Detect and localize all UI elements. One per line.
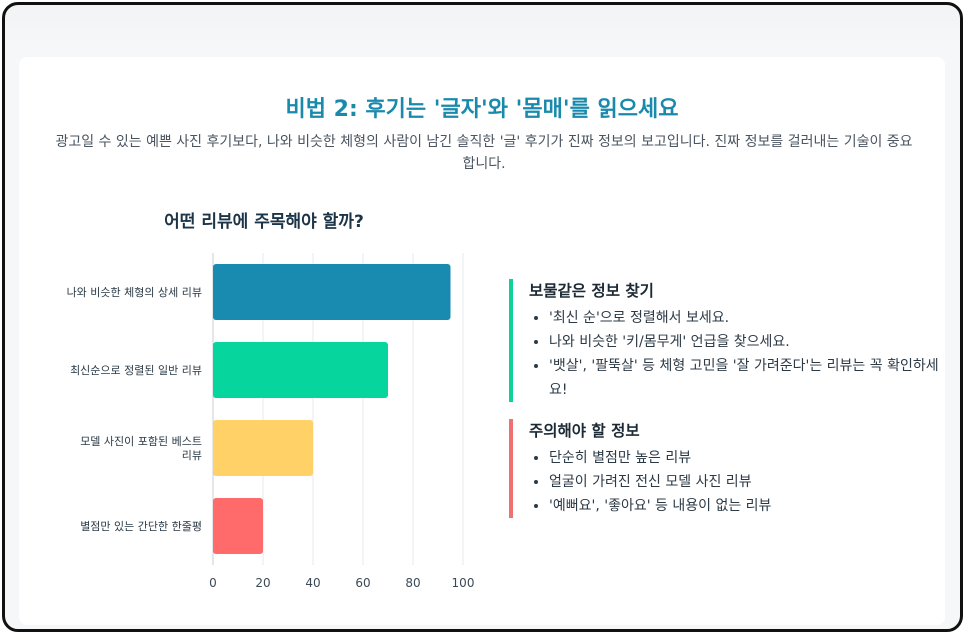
good-info-item: '뱃살', '팔뚝살' 등 체형 고민을 '잘 가려준다'는 리뷰는 꼭 확인하…: [549, 354, 949, 402]
x-tick-label: 20: [255, 576, 270, 590]
x-tick-label: 0: [209, 576, 217, 590]
bar: [213, 420, 313, 476]
x-tick-label: 60: [355, 576, 370, 590]
good-info-section: 보물같은 정보 찾기 '최신 순'으로 정렬해서 보세요. 나와 비슷한 '키/…: [509, 279, 949, 402]
warning-info-section: 주의해야 할 정보 단순히 별점만 높은 리뷰 얼굴이 가려진 전신 모델 사진…: [509, 419, 949, 518]
warning-info-list: 단순히 별점만 높은 리뷰 얼굴이 가려진 전신 모델 사진 리뷰 '예뻐요',…: [529, 446, 949, 518]
good-info-item: '최신 순'으로 정렬해서 보세요.: [549, 306, 949, 330]
category-label: 최신순으로 정렬된 일반 리뷰: [70, 363, 202, 377]
chart-title: 어떤 리뷰에 주목해야 할까?: [164, 212, 364, 232]
bar: [213, 264, 451, 320]
bar: [213, 498, 263, 554]
warning-info-item: '예뻐요', '좋아요' 등 내용이 없는 리뷰: [549, 494, 949, 518]
warning-info-item: 단순히 별점만 높은 리뷰: [549, 446, 949, 470]
category-label: 나와 비슷한 체형의 상세 리뷰: [67, 286, 202, 299]
warning-info-item: 얼굴이 가려진 전신 모델 사진 리뷰: [549, 470, 949, 494]
good-info-heading: 보물같은 정보 찾기: [529, 282, 654, 300]
good-info-list: '최신 순'으로 정렬해서 보세요. 나와 비슷한 '키/몸무게' 언급을 찾으…: [529, 306, 949, 402]
x-tick-label: 40: [305, 576, 320, 590]
category-label: 별점만 있는 간단한 한줄평: [80, 520, 202, 533]
x-tick-label: 80: [405, 576, 420, 590]
page-title: 비법 2: 후기는 '글자'와 '몸매'를 읽으세요: [285, 97, 679, 122]
category-label: 모델 사진이 포함된 베스트 리뷰: [80, 435, 202, 462]
good-info-item: 나와 비슷한 '키/몸무게' 언급을 찾으세요.: [549, 330, 949, 354]
warning-info-heading: 주의해야 할 정보: [529, 422, 640, 440]
page-subtitle: 광고일 수 있는 예쁜 사진 후기보다, 나와 비슷한 체형의 사람이 남긴 솔…: [55, 134, 913, 172]
content-card: 비법 2: 후기는 '글자'와 '몸매'를 읽으세요 광고일 수 있는 예쁜 사…: [19, 57, 945, 625]
x-tick-label: 100: [452, 576, 475, 590]
bar: [213, 342, 388, 398]
